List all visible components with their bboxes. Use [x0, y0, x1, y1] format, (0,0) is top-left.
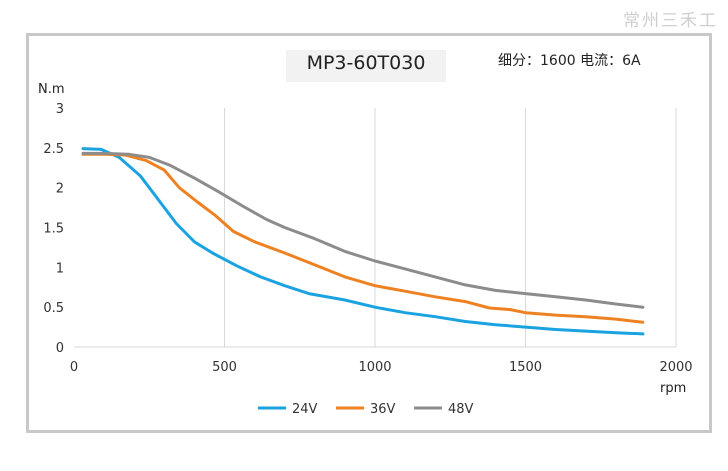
tick-labels: 0 500 1000 1500 2000 0 0.5 1 1.5 2 2.5 3: [43, 102, 692, 375]
x-tick-label: 0: [70, 360, 78, 375]
y-tick-label: 3: [56, 102, 64, 117]
x-tick-label: 1000: [358, 360, 391, 375]
x-tick-label: 1500: [509, 360, 542, 375]
watermark: 常州三禾工: [623, 11, 718, 31]
x-tick-label: 2000: [659, 360, 692, 375]
legend-label-48v: 48V: [448, 402, 474, 417]
y-tick-label: 1: [56, 261, 64, 276]
legend-label-24v: 24V: [292, 402, 318, 417]
legend: 24V 36V 48V: [258, 402, 474, 417]
series-line-48v: [81, 151, 645, 309]
y-tick-label: 0: [56, 341, 64, 356]
series-lines: [81, 147, 645, 336]
x-tick-label: 500: [212, 360, 237, 375]
y-tick-label: 2: [56, 182, 64, 197]
y-tick-label: 1.5: [43, 222, 64, 237]
series-line-24v: [81, 147, 645, 336]
chart-frame: [26, 33, 712, 433]
series-line-36v: [81, 152, 645, 324]
chart-title: MP3-60T030: [306, 52, 426, 74]
y-axis-label: N.m: [38, 82, 65, 97]
title-background: [286, 50, 446, 82]
y-tick-label: 2.5: [43, 142, 64, 157]
legend-label-36v: 36V: [370, 402, 396, 417]
spec-text: 细分：1600 电流：6A: [498, 53, 641, 69]
grid-lines: [224, 108, 677, 347]
y-tick-label: 0.5: [43, 301, 64, 316]
x-axis-label: rpm: [660, 381, 686, 396]
